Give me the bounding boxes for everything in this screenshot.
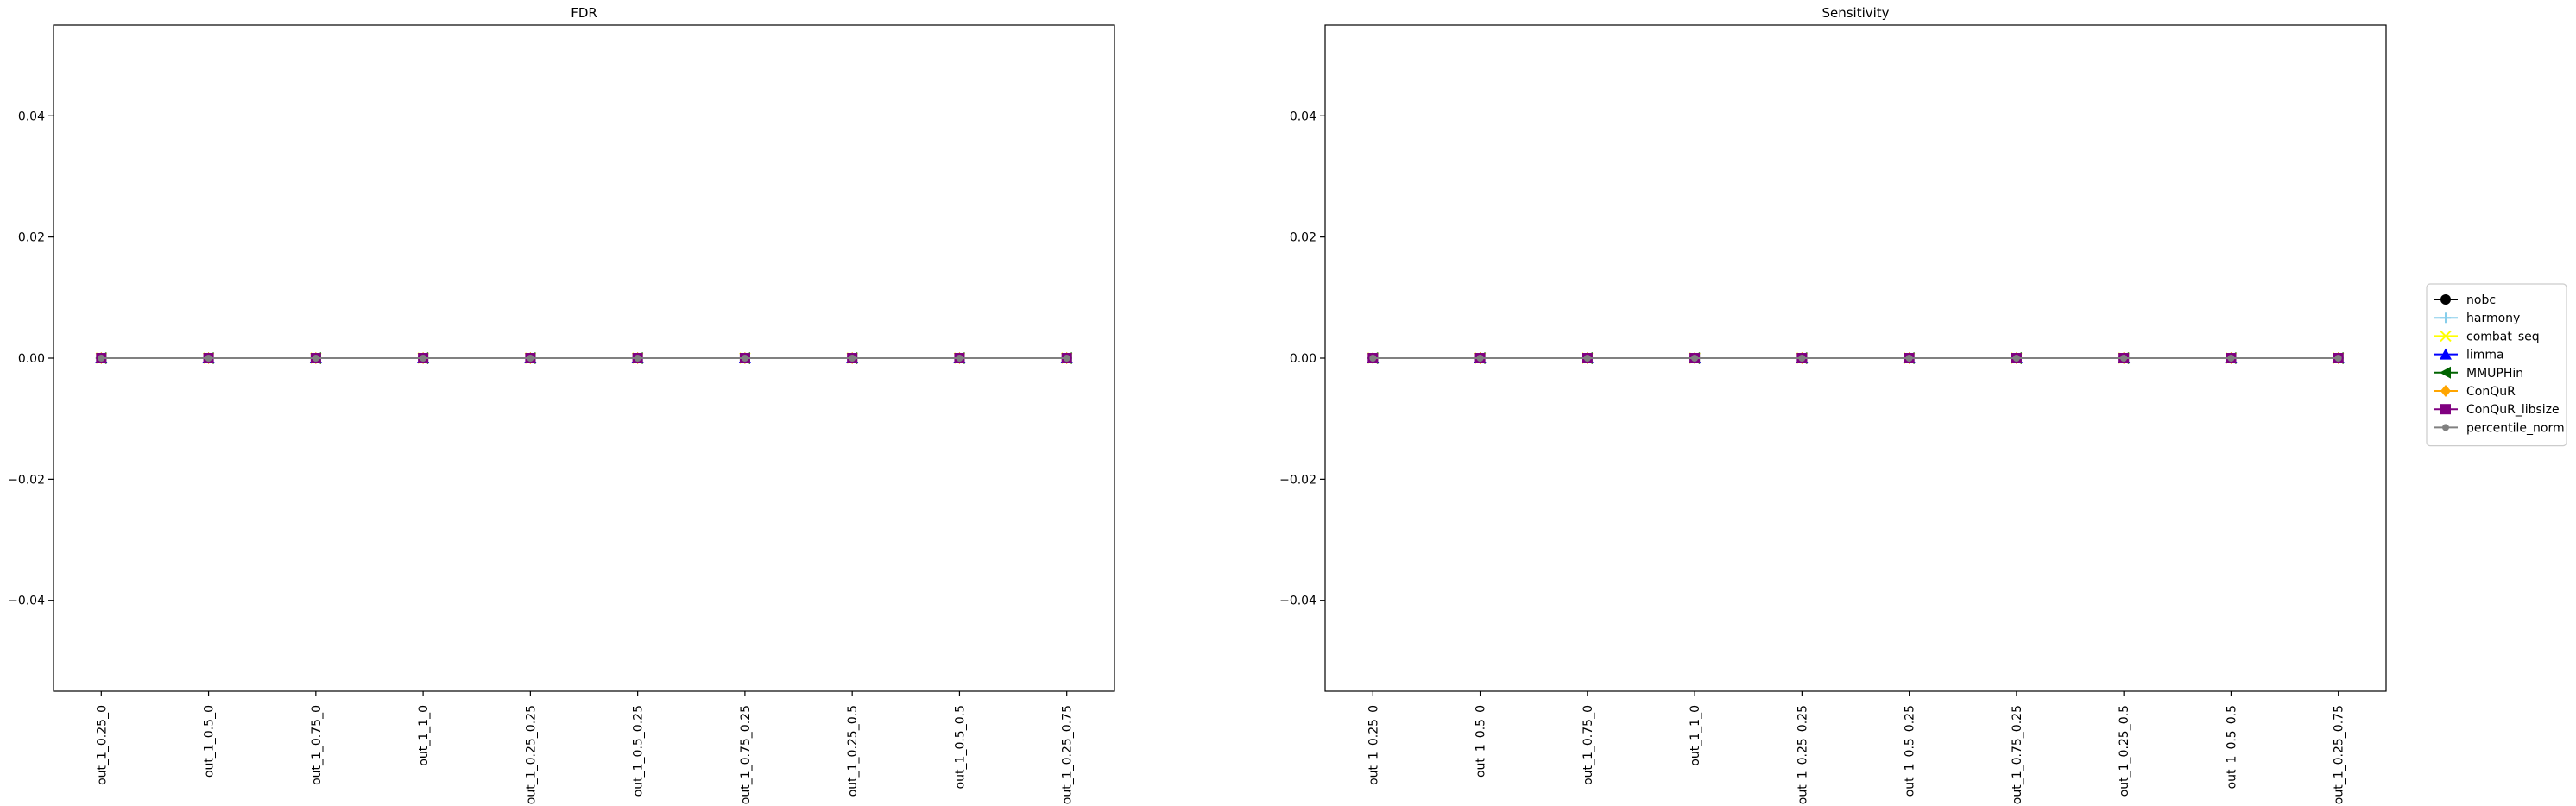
data-point-percentile-norm	[1583, 355, 1591, 362]
y-tick-label: −0.04	[1279, 595, 1316, 608]
data-point-percentile-norm	[2120, 355, 2128, 362]
y-tick-label: 0.02	[18, 231, 45, 245]
data-point-percentile-norm	[1063, 355, 1070, 362]
data-point-percentile-norm	[634, 355, 641, 362]
sensitivity-chart: Sensitivity −0.04 −0.02 0.00 0.02 0.04 out_1_0…	[1279, 5, 2387, 804]
plot-frame	[1324, 24, 2387, 692]
data-point-percentile-norm	[205, 355, 212, 362]
chart-title: Sensitivity	[1822, 5, 1889, 21]
x-tick-label: out_1_0.75_0.25	[739, 705, 753, 804]
data-point-percentile-norm	[1798, 355, 1806, 362]
data-point-percentile-norm	[527, 355, 534, 362]
y-tick-label: −0.02	[1279, 473, 1316, 487]
x-tick-label: out_1_0.75_0.25	[2011, 705, 2024, 804]
legend-marker	[2442, 424, 2449, 431]
legend-label: MMUPHin	[2466, 367, 2523, 381]
x-tick-label: out_1_0.25_0.25	[1796, 705, 1809, 804]
fdr-chart: FDR −0.04 −0.02 0.00 0.02 0.04 out_1_0.25_0 out…	[8, 5, 1115, 804]
chart-title: FDR	[571, 5, 597, 21]
legend-marker	[2440, 348, 2452, 360]
data-point-percentile-norm	[1369, 355, 1377, 362]
legend-label: ConQuR	[2466, 385, 2516, 399]
x-tick-label: out_1_0.25_0.75	[2333, 705, 2346, 804]
x-tick-label: out_1_1_0	[1689, 705, 1702, 766]
legend-marker	[2440, 294, 2451, 305]
legend-frame	[2426, 283, 2567, 447]
x-tick-label: out_1_1_0	[417, 705, 431, 766]
x-tick-label: out_1_0.25_0	[1367, 705, 1380, 785]
legend-marker	[2440, 366, 2451, 379]
x-tick-label: out_1_0.25_0.5	[2118, 705, 2131, 797]
legend-label: ConQuR_libsize	[2466, 403, 2560, 417]
data-point-percentile-norm	[849, 355, 856, 362]
x-tick-label: out_1_0.75_0	[310, 705, 324, 785]
legend-marker	[2440, 404, 2451, 415]
legend-label: combat_seq	[2466, 330, 2540, 343]
legend-label: harmony	[2466, 312, 2520, 325]
legend-entry-combat-seq: combat_seq	[2434, 330, 2540, 343]
legend-label: limma	[2466, 349, 2504, 362]
x-tick-label: out_1_0.5_0.25	[632, 705, 646, 797]
data-point-percentile-norm	[2227, 355, 2235, 362]
data-point-percentile-norm	[420, 355, 427, 362]
legend-entry-nobc: nobc	[2434, 293, 2496, 307]
x-tick-label: out_1_0.25_0.25	[524, 705, 538, 804]
y-tick-label: 0.02	[1290, 231, 1316, 245]
x-tick-label: out_1_0.75_0	[1582, 705, 1595, 785]
y-tick-label: 0.04	[1290, 110, 1316, 123]
x-tick-label: out_1_0.5_0	[203, 705, 217, 778]
data-point-percentile-norm	[1905, 355, 1913, 362]
y-tick-label: −0.02	[8, 473, 45, 487]
y-tick-label: 0.04	[18, 110, 45, 123]
data-point-percentile-norm	[312, 355, 319, 362]
legend-entry-mmuphin: MMUPHin	[2434, 366, 2523, 381]
data-point-percentile-norm	[98, 355, 105, 362]
x-tick-label: out_1_0.5_0.25	[1904, 705, 1917, 797]
legend-marker	[2440, 330, 2452, 343]
x-tick-label: out_1_0.5_0	[1474, 705, 1488, 778]
x-tick-label: out_1_0.25_0.5	[846, 705, 860, 797]
x-tick-label: out_1_0.25_0	[95, 705, 109, 785]
y-tick-label: 0.00	[18, 352, 45, 366]
x-tick-label: out_1_0.25_0.75	[1061, 705, 1075, 804]
data-point-percentile-norm	[741, 355, 748, 362]
data-point-percentile-norm	[1476, 355, 1484, 362]
legend-marker	[2440, 312, 2451, 324]
legend-label: percentile_norm	[2466, 421, 2565, 435]
legend-entry-limma: limma	[2434, 348, 2504, 362]
legend-entry-conqur-libsize: ConQuR_libsize	[2434, 403, 2560, 417]
data-point-percentile-norm	[956, 355, 963, 362]
legend-marker	[2440, 385, 2451, 397]
series-percentile-norm	[1369, 355, 2342, 362]
plot-frame	[53, 24, 1115, 692]
x-tick-label: out_1_0.5_0.5	[953, 705, 967, 789]
legend-entry-percentile-norm: percentile_norm	[2434, 421, 2565, 435]
x-tick-label: out_1_0.5_0.5	[2225, 705, 2238, 789]
data-point-percentile-norm	[2012, 355, 2020, 362]
y-tick-label: 0.00	[1290, 352, 1316, 366]
data-point-percentile-norm	[1691, 355, 1699, 362]
legend-entry-conqur: ConQuR	[2434, 385, 2516, 399]
legend-label: nobc	[2466, 293, 2496, 307]
legend-entry-harmony: harmony	[2434, 312, 2520, 325]
data-point-percentile-norm	[2334, 355, 2342, 362]
series-percentile-norm	[98, 355, 1070, 362]
y-tick-label: −0.04	[8, 595, 45, 608]
